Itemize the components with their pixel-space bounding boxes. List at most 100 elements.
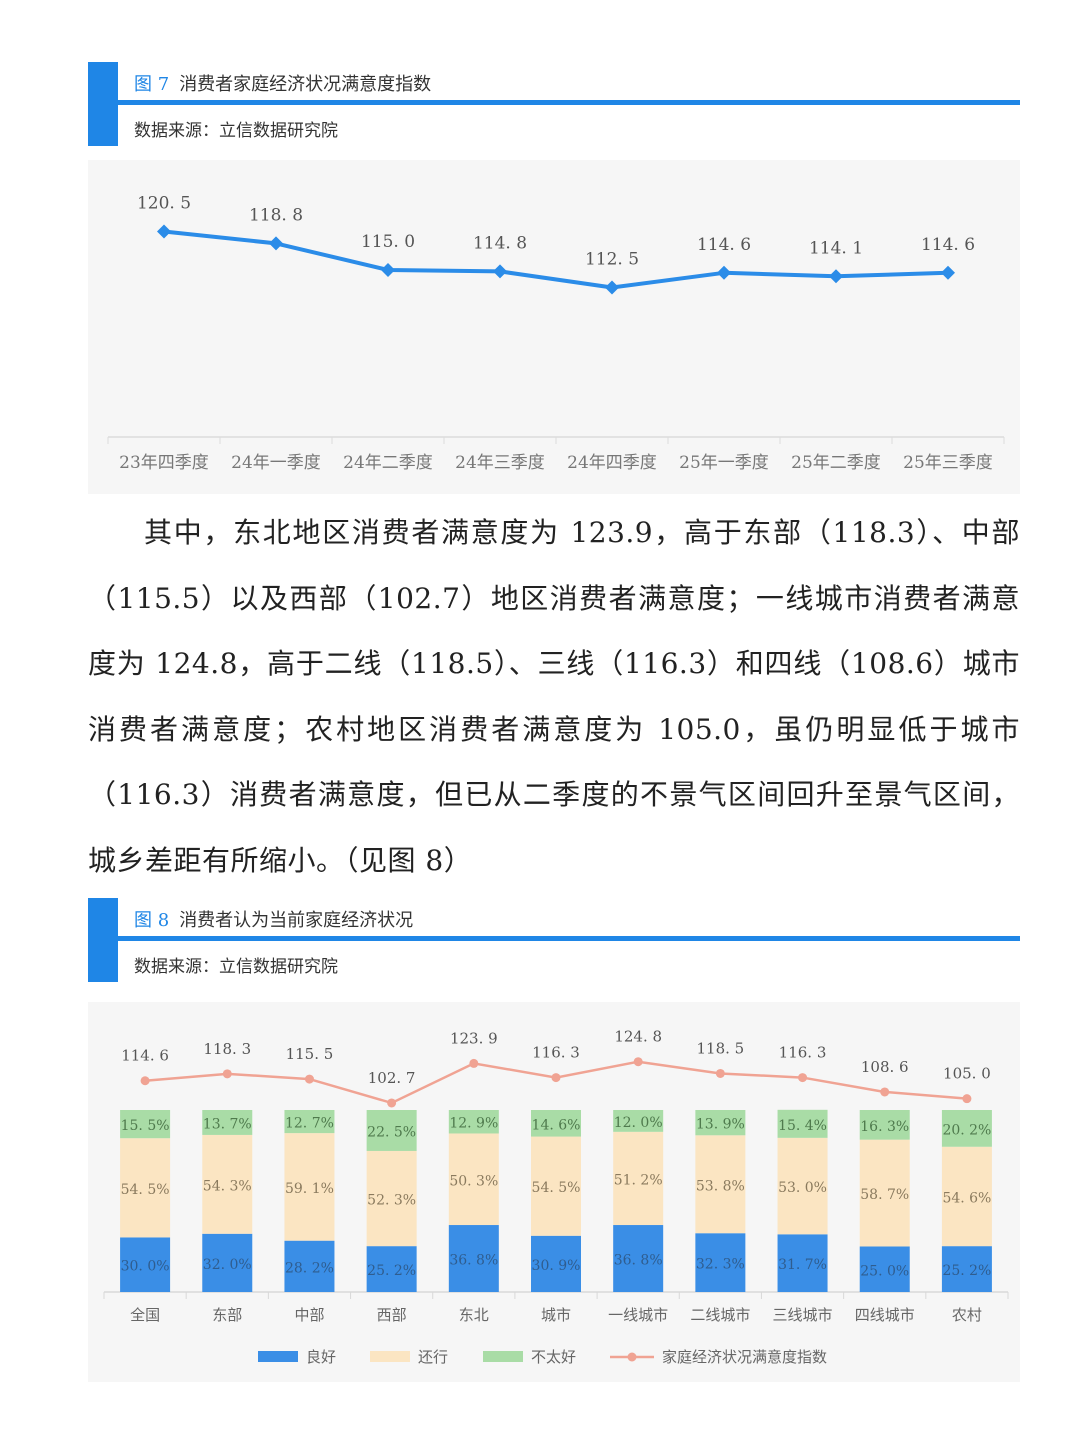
- bar-segment-label: 54. 5%: [121, 1182, 170, 1198]
- data-point-marker: [941, 265, 955, 280]
- x-tick-label: 中部: [294, 1306, 324, 1324]
- figure7-chart-panel: 120. 5 118. 8 115. 0 114. 8 112. 5 114. 6 114.…: [88, 160, 1020, 494]
- bar-segment-label: 54. 6%: [942, 1190, 991, 1206]
- index-marker: [633, 1057, 643, 1067]
- index-marker: [715, 1068, 725, 1078]
- index-marker: [880, 1087, 890, 1097]
- figure7-number: 图 7: [134, 74, 170, 95]
- x-tick-label: 24年三季度: [455, 453, 545, 473]
- bar-segment-ok: [859, 1139, 910, 1247]
- data-point-marker: [493, 264, 507, 279]
- legend-ok-label: 还行: [418, 1348, 448, 1366]
- bar-segment-bad: [695, 1110, 746, 1136]
- figure8-chart-panel: 30. 0% 54. 5% 15. 5% 全国 32. 0% 54. 3% 13. 7% 东部…: [88, 1002, 1020, 1382]
- x-tick-label: 东北: [459, 1306, 489, 1324]
- bar-segment-label: 13. 9%: [696, 1117, 745, 1133]
- x-tick-label: 24年二季度: [343, 453, 433, 473]
- bar-segment-ok: [777, 1137, 828, 1235]
- bar-segment-label: 54. 3%: [203, 1178, 252, 1194]
- bar-segment-bad: [366, 1110, 417, 1151]
- index-marker: [469, 1058, 479, 1068]
- bar-segment-label: 25. 0%: [860, 1263, 909, 1279]
- figure7-line-chart: 120. 5 118. 8 115. 0 114. 8 112. 5 114. 6 114.…: [107, 194, 1005, 473]
- data-label: 118. 8: [249, 205, 303, 225]
- data-label: 114. 8: [473, 233, 527, 253]
- figure8-title-text: 消费者认为当前家庭经济状况: [179, 910, 414, 931]
- bar-segment-ok: [284, 1133, 335, 1241]
- bar-segment-label: 15. 5%: [121, 1118, 170, 1134]
- x-tick-label: 三线城市: [773, 1306, 833, 1324]
- legend-good-label: 良好: [306, 1348, 336, 1366]
- index-label: 115. 5: [286, 1045, 334, 1063]
- bar-segment-label: 32. 3%: [696, 1257, 745, 1273]
- bar-segment-bad: [941, 1110, 992, 1147]
- bar-segment-bad: [777, 1109, 828, 1138]
- index-marker: [962, 1094, 972, 1104]
- bar-segment-ok: [613, 1131, 664, 1226]
- data-point-marker: [381, 263, 395, 277]
- bar-segment-ok: [202, 1134, 253, 1234]
- bar-segment-good: [448, 1225, 499, 1292]
- bar-segment-good: [531, 1235, 581, 1292]
- bar-segment-label: 58. 7%: [860, 1187, 909, 1203]
- bar-segment-bad: [120, 1110, 171, 1139]
- figure7-source: 数据来源：立信数据研究院: [134, 121, 338, 141]
- bar-segment-good: [859, 1246, 910, 1292]
- data-label: 114. 6: [921, 235, 975, 255]
- legend-bad-swatch: [483, 1351, 523, 1362]
- bar-segment-good: [777, 1234, 828, 1292]
- bar-segment-good: [941, 1246, 992, 1292]
- x-tick-label: 23年四季度: [119, 453, 209, 473]
- x-tick-label: 东部: [212, 1306, 242, 1324]
- figure8-title-rule: [118, 936, 1020, 941]
- figure7-title-rule: [118, 100, 1020, 105]
- bar-segment-label: 16. 3%: [860, 1119, 909, 1135]
- bar-segment-ok: [120, 1138, 171, 1238]
- bar-segment-label: 22. 5%: [367, 1124, 416, 1140]
- index-label: 118. 5: [697, 1039, 745, 1057]
- bar-segment-label: 12. 9%: [449, 1116, 498, 1132]
- figure7-header: 图 7 消费者家庭经济状况满意度指数 数据来源：立信数据研究院: [88, 62, 1020, 146]
- data-label: 112. 5: [585, 250, 639, 270]
- figure7-accent-bar: [88, 62, 118, 146]
- body-paragraph: 其中，东北地区消费者满意度为 123.9，高于东部（118.3）、中部（115.…: [88, 516, 1020, 877]
- index-marker: [551, 1073, 561, 1083]
- legend-ok-swatch: [370, 1351, 410, 1362]
- bar-segment-label: 30. 0%: [121, 1259, 170, 1275]
- data-point-marker: [829, 269, 843, 284]
- figure8-stacked-bar-chart: 30. 0% 54. 5% 15. 5% 全国 32. 0% 54. 3% 13. 7% 东部…: [103, 1028, 1009, 1366]
- bar-segment-good: [613, 1225, 664, 1292]
- bar-segment-good: [284, 1240, 335, 1292]
- index-label: 102. 7: [368, 1069, 416, 1087]
- data-label: 120. 5: [137, 194, 191, 214]
- index-marker: [222, 1069, 232, 1079]
- bar-segment-label: 50. 3%: [449, 1173, 498, 1189]
- x-tick-label: 25年三季度: [903, 453, 993, 473]
- index-label: 114. 6: [121, 1047, 169, 1065]
- bar-segment-label: 30. 9%: [532, 1258, 581, 1274]
- bar-segment-label: 20. 2%: [942, 1122, 991, 1138]
- index-label: 118. 3: [203, 1040, 251, 1058]
- bar-segment-label: 13. 7%: [203, 1116, 252, 1132]
- index-label: 105. 0: [943, 1065, 991, 1083]
- figure8-number: 图 8: [134, 910, 170, 931]
- bar-segment-good: [120, 1237, 171, 1292]
- data-point-marker: [269, 236, 283, 251]
- bar-segment-ok: [695, 1135, 746, 1234]
- figure7-title-text: 消费者家庭经济状况满意度指数: [179, 74, 432, 95]
- bar-segment-good: [202, 1233, 253, 1292]
- bar-segment-label: 12. 7%: [285, 1116, 334, 1132]
- bar-segment-good: [695, 1233, 746, 1292]
- x-tick-label: 全国: [130, 1306, 160, 1324]
- x-tick-label: 一线城市: [608, 1306, 668, 1324]
- figure8-source: 数据来源：立信数据研究院: [134, 957, 338, 977]
- bar-segment-label: 36. 8%: [614, 1253, 663, 1269]
- bar-segment-label: 12. 0%: [614, 1115, 663, 1131]
- index-label: 124. 8: [614, 1028, 662, 1046]
- bar-segment-ok: [366, 1150, 417, 1247]
- legend-index-marker: [627, 1352, 637, 1362]
- x-tick-label: 24年一季度: [231, 453, 321, 473]
- index-marker: [304, 1074, 314, 1084]
- x-tick-label: 24年四季度: [567, 453, 657, 473]
- data-point-marker: [717, 265, 731, 280]
